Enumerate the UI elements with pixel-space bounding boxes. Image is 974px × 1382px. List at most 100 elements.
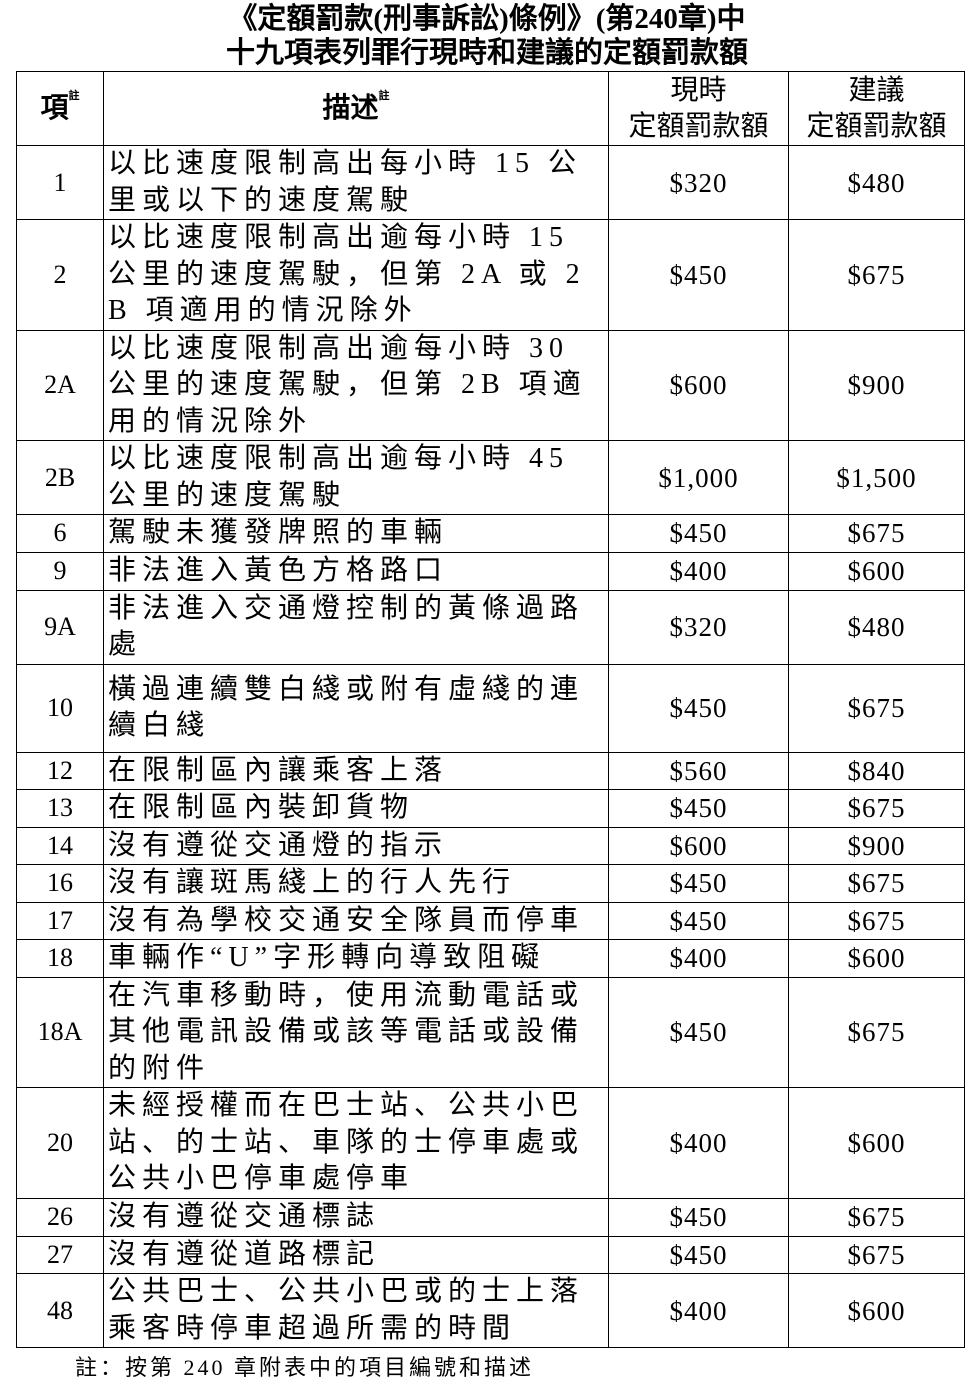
table-row: 6 駕駛未獲發牌照的車輛 $450 $675 [16,514,965,553]
proposed-penalty: $675 [788,514,965,553]
current-penalty: $400 [608,1087,789,1199]
item-number: 12 [16,751,104,790]
offence-description: 在汽車移動時，使用流動電話或其他電訊設備或該等電話或設備的附件 [103,976,609,1088]
table-row: 48 公共巴士、公共小巴或的士上落乘客時停車超過所需的時間 $400 $600 [16,1273,965,1348]
item-number: 27 [16,1235,104,1274]
table-row: 12 在限制區內讓乘客上落 $560 $840 [16,751,965,790]
current-penalty: $450 [608,514,789,553]
document-subtitle: 十九項表列罪行現時和建議的定額罰款額 [225,37,748,69]
item-number: 1 [16,145,104,220]
header-proposed-line1: 建議 [848,74,905,106]
proposed-penalty: $675 [788,1197,965,1237]
proposed-penalty: $675 [788,976,965,1088]
table-header-row: 項註 描述註 現時 定額罰款額 建議 定額罰款額 [16,71,965,146]
offence-description: 非法進入交通燈控制的黃條過路處 [103,589,609,665]
current-penalty: $450 [608,976,789,1088]
title-block: 《定額罰款(刑事訴訟)條例》(第240章)中 十九項表列罪行現時和建議的定額罰款… [0,0,974,70]
proposed-penalty: $675 [788,789,965,828]
item-number: 13 [16,789,104,828]
current-penalty: $400 [608,939,789,978]
item-number: 2A [16,329,104,441]
item-number: 2 [16,219,104,331]
current-penalty: $450 [608,864,789,903]
offence-description: 車輛作“U”字形轉向導致阻礙 [103,939,609,978]
offence-description: 沒有遵從交通燈的指示 [103,826,609,865]
proposed-penalty: $675 [788,1235,965,1274]
table-row: 16 沒有讓斑馬綫上的行人先行 $450 $675 [16,864,965,903]
current-penalty: $450 [608,663,789,753]
offence-description: 以比速度限制高出逾每小時 45 公里的速度駕駛 [103,440,609,515]
table-row: 20 未經授權而在巴士站、公共小巴站、的士站、車隊的士停車處或公共小巴停車處停車 $… [16,1087,965,1199]
current-penalty: $450 [608,1197,789,1237]
current-penalty: $400 [608,1273,789,1348]
item-number: 2B [16,440,104,515]
proposed-penalty: $840 [788,751,965,790]
header-proposed-line2: 定額罰款額 [806,110,947,142]
table-row: 10 橫過連續雙白綫或附有虛綫的連續白綫 $450 $675 [16,663,965,753]
proposed-penalty: $675 [788,219,965,331]
table-row: 18A 在汽車移動時，使用流動電話或其他電訊設備或該等電話或設備的附件 $450 $6… [16,976,965,1088]
proposed-penalty: $900 [788,826,965,865]
proposed-penalty: $600 [788,1273,965,1348]
current-penalty: $450 [608,219,789,331]
header-description-note-mark: 註 [378,89,390,102]
document-title: 《定額罰款(刑事訴訟)條例》(第240章)中 [228,3,746,35]
table-row: 27 沒有遵從道路標記 $450 $675 [16,1235,965,1274]
offence-description: 沒有遵從交通標誌 [103,1197,609,1237]
offence-description: 在限制區內讓乘客上落 [103,751,609,790]
header-item: 項註 [16,71,104,146]
current-penalty: $400 [608,551,789,591]
proposed-penalty: $480 [788,589,965,665]
header-item-note-mark: 註 [68,89,80,102]
proposed-penalty: $600 [788,939,965,978]
current-penalty: $600 [608,826,789,865]
header-current-line2: 定額罰款額 [628,110,769,142]
proposed-penalty: $675 [788,901,965,940]
proposed-penalty: $675 [788,864,965,903]
header-description: 描述註 [103,71,609,146]
current-penalty: $1,000 [608,440,789,515]
offence-description: 公共巴士、公共小巴或的士上落乘客時停車超過所需的時間 [103,1273,609,1348]
item-number: 17 [16,901,104,940]
header-current-penalty: 現時 定額罰款額 [608,71,789,146]
item-number: 9A [16,589,104,665]
table-row: 17 沒有為學校交通安全隊員而停車 $450 $675 [16,901,965,940]
offence-description: 未經授權而在巴士站、公共小巴站、的士站、車隊的士停車處或公共小巴停車處停車 [103,1087,609,1199]
offence-description: 在限制區內裝卸貨物 [103,789,609,828]
current-penalty: $450 [608,1235,789,1274]
table-row: 2B 以比速度限制高出逾每小時 45 公里的速度駕駛 $1,000 $1,500 [16,440,965,515]
offence-description: 沒有為學校交通安全隊員而停車 [103,901,609,940]
table-row: 2 以比速度限制高出逾每小時 15 公里的速度駕駛，但第 2A 或 2B 項適用的… [16,219,965,331]
table-row: 1 以比速度限制高出每小時 15 公里或以下的速度駕駛 $320 $480 [16,145,965,220]
current-penalty: $320 [608,589,789,665]
table-row: 14 沒有遵從交通燈的指示 $600 $900 [16,826,965,865]
header-current-line1: 現時 [670,74,727,106]
table-row: 13 在限制區內裝卸貨物 $450 $675 [16,789,965,828]
table-row: 2A 以比速度限制高出逾每小時 30 公里的速度駕駛，但第 2B 項適用的情況除外… [16,329,965,441]
table-row: 9A 非法進入交通燈控制的黃條過路處 $320 $480 [16,589,965,665]
proposed-penalty: $480 [788,145,965,220]
item-number: 16 [16,864,104,903]
proposed-penalty: $900 [788,329,965,441]
item-number: 20 [16,1087,104,1199]
current-penalty: $560 [608,751,789,790]
offence-description: 以比速度限制高出逾每小時 15 公里的速度駕駛，但第 2A 或 2B 項適用的情… [103,219,609,331]
header-description-label: 描述 [322,92,379,124]
item-number: 6 [16,514,104,553]
offence-description: 非法進入黃色方格路口 [103,551,609,591]
current-penalty: $450 [608,901,789,940]
proposed-penalty: $675 [788,663,965,753]
table-row: 18 車輛作“U”字形轉向導致阻礙 $400 $600 [16,939,965,978]
proposed-penalty: $1,500 [788,440,965,515]
current-penalty: $600 [608,329,789,441]
offence-description: 橫過連續雙白綫或附有虛綫的連續白綫 [103,663,609,753]
offence-description: 沒有遵從道路標記 [103,1235,609,1274]
offence-description: 沒有讓斑馬綫上的行人先行 [103,864,609,903]
current-penalty: $320 [608,145,789,220]
item-number: 18 [16,939,104,978]
offence-description: 以比速度限制高出逾每小時 30 公里的速度駕駛，但第 2B 項適用的情況除外 [103,329,609,441]
item-number: 26 [16,1197,104,1237]
header-proposed-penalty: 建議 定額罰款額 [788,71,965,146]
item-number: 18A [16,976,104,1088]
offence-description: 駕駛未獲發牌照的車輛 [103,514,609,553]
